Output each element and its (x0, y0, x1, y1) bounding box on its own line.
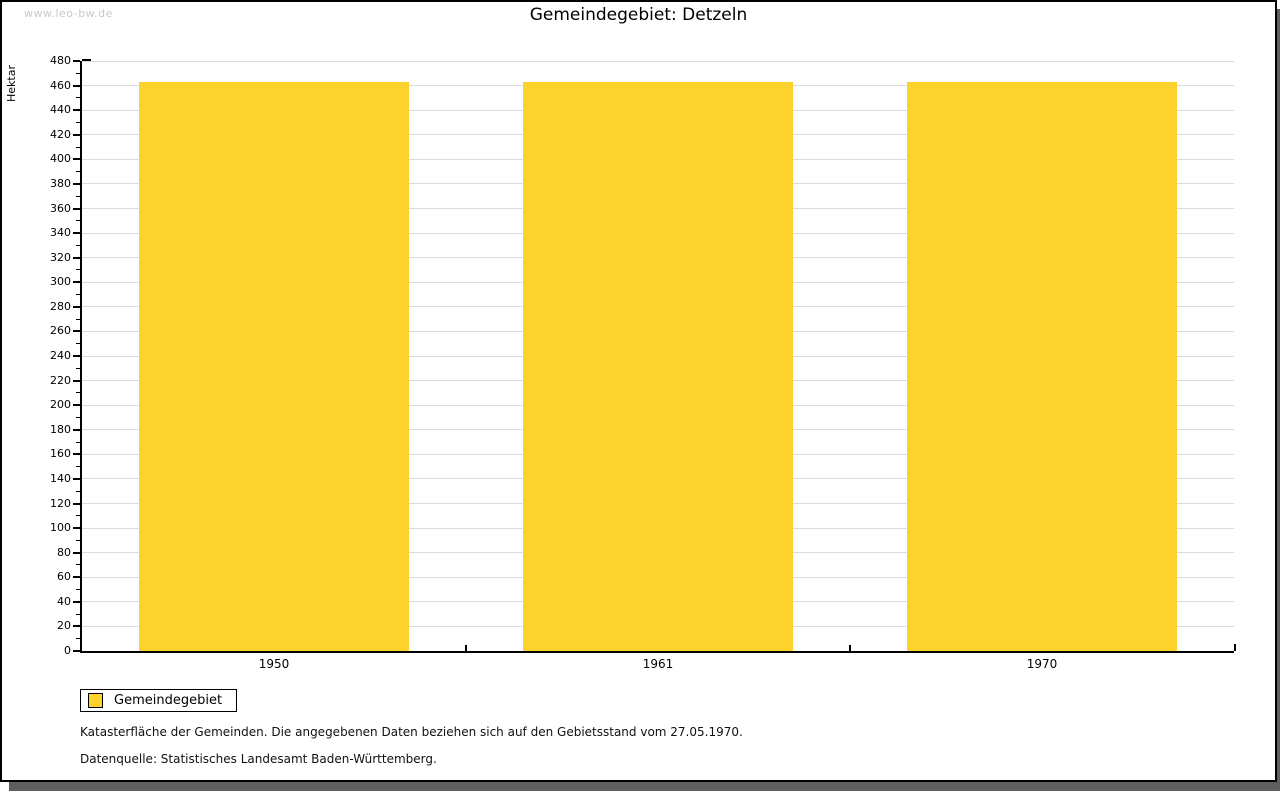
legend: Gemeindegebiet (80, 689, 238, 712)
y-minor-tick (76, 613, 80, 615)
y-minor-tick (76, 244, 80, 246)
y-minor-tick (76, 392, 80, 394)
y-minor-tick (76, 539, 80, 541)
y-tick-label: 300 (50, 275, 71, 289)
legend-label: Gemeindegebiet (114, 693, 223, 708)
y-minor-tick (76, 171, 80, 173)
y-tick-label: 280 (50, 299, 71, 313)
y-tick-label: 140 (50, 471, 71, 485)
footnote-line-1: Katasterfläche der Gemeinden. Die angege… (80, 725, 743, 739)
y-minor-tick (76, 195, 80, 197)
y-tick-label: 80 (57, 545, 71, 559)
legend-swatch-icon (88, 693, 103, 708)
y-tick-label: 340 (50, 226, 71, 240)
y-minor-tick (76, 318, 80, 320)
y-minor-tick (76, 343, 80, 345)
y-minor-tick (76, 294, 80, 296)
y-tick-label: 220 (50, 373, 71, 387)
bar (523, 81, 793, 651)
y-tick-label: 120 (50, 496, 71, 510)
y-tick-label: 60 (57, 570, 71, 584)
y-minor-tick (76, 220, 80, 222)
bar (139, 81, 409, 651)
y-major-tick (73, 232, 80, 235)
x-tick-label: 1970 (1026, 657, 1058, 671)
y-minor-tick (76, 515, 80, 517)
y-minor-tick (76, 367, 80, 369)
y-minor-tick (76, 72, 80, 74)
x-axis-end-cap (1234, 644, 1236, 651)
y-major-tick (73, 527, 80, 530)
y-major-tick (73, 60, 80, 62)
y-major-tick (73, 428, 80, 431)
y-tick-label: 480 (50, 54, 71, 67)
y-major-tick (73, 551, 80, 554)
y-major-tick (73, 355, 80, 357)
y-minor-tick (76, 490, 80, 492)
y-major-tick (73, 477, 80, 480)
y-major-tick (73, 330, 80, 333)
y-major-tick (73, 600, 80, 603)
watermark: www.leo-bw.de (24, 7, 113, 20)
y-tick-label: 200 (50, 398, 71, 412)
y-minor-tick (76, 416, 80, 418)
footnote-line-2: Datenquelle: Statistisches Landesamt Bad… (80, 752, 437, 766)
bar (907, 81, 1177, 651)
y-major-tick (73, 158, 80, 161)
y-major-tick (73, 109, 80, 112)
plot-area: 0 20 40 60 80 100 120 140 160 180 200 220 240 260 280 3… (50, 54, 1236, 671)
category-separator-tick (849, 645, 851, 651)
y-tick-label: 320 (50, 250, 71, 264)
chart-title: Gemeindegebiet: Detzeln (529, 5, 748, 25)
y-tick-label: 240 (50, 349, 71, 362)
y-axis-label: Hektar (5, 65, 18, 102)
y-major-tick (73, 625, 80, 628)
y-major-tick (73, 576, 80, 579)
x-tick-label: 1950 (258, 657, 290, 671)
y-tick-label: 360 (50, 201, 71, 215)
y-major-tick (73, 133, 80, 136)
y-tick-label: 40 (57, 594, 71, 608)
y-tick-label: 180 (50, 422, 71, 436)
y-minor-tick (76, 269, 80, 271)
y-major-tick (73, 256, 80, 259)
y-tick-label: 0 (64, 644, 71, 657)
y-tick-label: 380 (50, 176, 71, 190)
y-major-tick (73, 207, 80, 210)
y-major-tick (73, 84, 80, 87)
y-tick-label: 160 (50, 447, 71, 461)
x-tick-label: 1961 (642, 657, 674, 671)
y-tick-label: 20 (57, 619, 71, 633)
category-separator-tick (465, 645, 467, 651)
y-tick-label: 400 (50, 152, 71, 166)
y-major-tick (73, 305, 80, 308)
y-major-tick (73, 182, 80, 185)
y-major-tick (73, 404, 80, 407)
y-major-tick (73, 502, 80, 505)
y-minor-tick (76, 638, 80, 640)
y-major-tick (73, 281, 80, 284)
y-tick-label: 460 (50, 78, 71, 92)
y-minor-tick (76, 564, 80, 566)
y-minor-tick (76, 97, 80, 99)
y-minor-tick (76, 441, 80, 443)
y-tick-label: 100 (50, 521, 71, 535)
y-tick-label: 260 (50, 324, 71, 338)
y-minor-tick (76, 466, 80, 468)
y-gridline (82, 60, 1234, 62)
y-major-tick (73, 453, 80, 456)
y-minor-tick (76, 146, 80, 148)
y-axis-end-cap (82, 59, 91, 61)
y-tick-label: 440 (50, 103, 71, 117)
y-tick-label: 420 (50, 127, 71, 141)
y-minor-tick (76, 589, 80, 591)
y-minor-tick (76, 121, 80, 123)
y-major-tick (73, 379, 80, 382)
y-major-tick (73, 650, 80, 652)
